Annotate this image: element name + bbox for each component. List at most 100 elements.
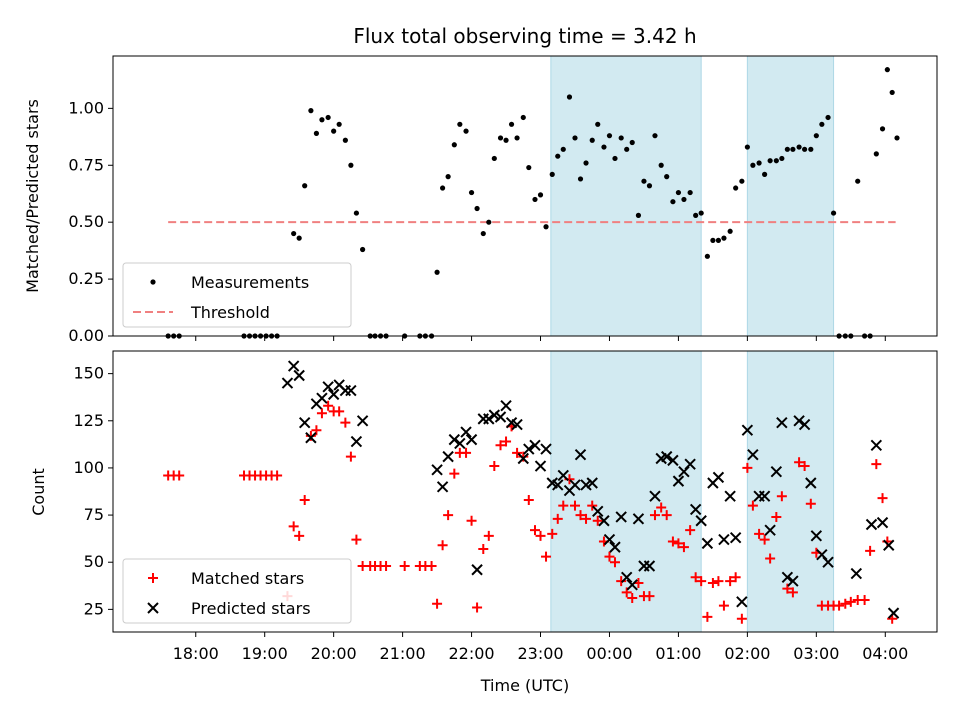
top-panel: Matched/Predicted stars 0.00 0.25 0.50 0.75…	[23, 55, 938, 345]
matched-star-point	[696, 576, 707, 587]
measurement-point	[491, 155, 497, 162]
predicted-star-point	[488, 409, 501, 421]
matched-star-point	[759, 534, 770, 545]
matched-star-point	[736, 613, 747, 624]
measurement-point	[612, 155, 618, 162]
x-tick-label: 00:00	[586, 644, 632, 663]
measurement-point	[566, 94, 573, 100]
matched-star-point	[673, 538, 684, 549]
y-tick-label: 25	[84, 599, 104, 618]
predicted-star-point	[776, 416, 788, 429]
predicted-star-point	[695, 515, 707, 527]
measurement-point	[773, 158, 779, 164]
measurement-point	[342, 137, 348, 143]
predicted-star-point	[523, 443, 535, 455]
predicted-star-point	[609, 541, 621, 553]
measurement-point	[830, 210, 837, 216]
matched-star-point	[877, 493, 888, 504]
predicted-star-point	[822, 556, 834, 568]
matched-star-point	[541, 551, 552, 562]
matched-star-point	[742, 462, 753, 473]
matched-star-point	[299, 494, 310, 505]
matched-star-point	[305, 430, 316, 441]
matched-star-point	[174, 470, 185, 481]
top-y-axis-label: Matched/Predicted stars	[23, 99, 42, 293]
matched-star-point	[730, 572, 741, 583]
x-tick-label: 04:00	[862, 644, 908, 663]
matched-star-point	[426, 560, 437, 571]
predicted-star-point	[764, 524, 776, 536]
predicted-star-point	[850, 567, 863, 580]
matched-star-point	[644, 591, 655, 602]
matched-star-point	[667, 536, 678, 547]
predicted-star-point	[471, 564, 483, 576]
matched-star-point	[535, 530, 546, 541]
matched-star-point	[399, 560, 410, 571]
measurement-point	[353, 210, 360, 216]
y-tick-label: 125	[73, 411, 104, 430]
matched-star-point	[627, 593, 638, 604]
matched-star-point	[478, 544, 489, 555]
matched-star-point	[718, 600, 729, 611]
predicted-star-point	[615, 511, 627, 523]
measurement-point	[532, 196, 538, 203]
matched-star-point	[495, 440, 506, 451]
predicted-star-point	[298, 416, 311, 429]
measurement-point	[577, 176, 584, 182]
matched-star-point	[713, 576, 724, 587]
predicted-star-point	[667, 454, 679, 467]
predicted-star-point	[534, 460, 547, 472]
measurement-point	[756, 160, 762, 166]
measurement-point	[710, 237, 716, 243]
matched-star-point	[690, 572, 701, 583]
matched-star-point	[840, 598, 851, 609]
predicted-star-point	[494, 411, 507, 423]
measurement-point	[641, 178, 647, 184]
observing-window-shade	[550, 55, 702, 337]
predicted-star-point	[876, 516, 889, 529]
measurement-point	[819, 121, 825, 127]
matched-star-point	[754, 528, 765, 539]
matched-star-point	[272, 470, 283, 481]
measurement-point	[508, 121, 515, 127]
predicted-star-point	[883, 539, 895, 551]
measurement-point	[879, 126, 886, 132]
predicted-star-point	[569, 479, 581, 491]
measurement-point	[457, 121, 463, 127]
matched-star-point	[316, 408, 327, 419]
predicted-star-point	[305, 432, 317, 444]
measurement-point	[652, 133, 658, 139]
measurement-point	[480, 230, 486, 237]
x-tick-label: 18:00	[173, 644, 219, 663]
predicted-star-point	[465, 433, 478, 446]
matched-star-point	[661, 510, 672, 521]
matched-star-point	[805, 498, 816, 509]
legend-predicted-swatch	[147, 602, 159, 614]
matched-star-point	[529, 525, 540, 536]
measurement-point	[514, 135, 520, 141]
predicted-star-point	[511, 418, 523, 431]
measurement-point	[331, 128, 337, 134]
x-tick-label: 19:00	[242, 644, 288, 663]
y-tick-label: 0.25	[68, 269, 104, 288]
measurement-point	[813, 133, 819, 139]
matched-star-point	[787, 587, 798, 598]
matched-star-point	[604, 551, 615, 562]
matched-star-point	[340, 417, 351, 428]
predicted-star-point	[810, 530, 823, 542]
measurement-point	[727, 228, 733, 234]
matched-star-point	[323, 400, 334, 411]
predicted-star-point	[724, 490, 736, 502]
measurement-point	[302, 183, 308, 189]
measurement-point	[790, 146, 796, 152]
predicted-star-point	[793, 415, 805, 427]
measurement-point	[348, 162, 354, 168]
measurement-point	[618, 135, 624, 141]
x-tick-label: 02:00	[724, 644, 770, 663]
matched-star-point	[765, 553, 776, 564]
x-axis-label: Time (UTC)	[480, 676, 569, 695]
axes-frame	[112, 55, 938, 337]
measurement-point	[802, 146, 808, 152]
matched-star-point	[678, 542, 689, 553]
